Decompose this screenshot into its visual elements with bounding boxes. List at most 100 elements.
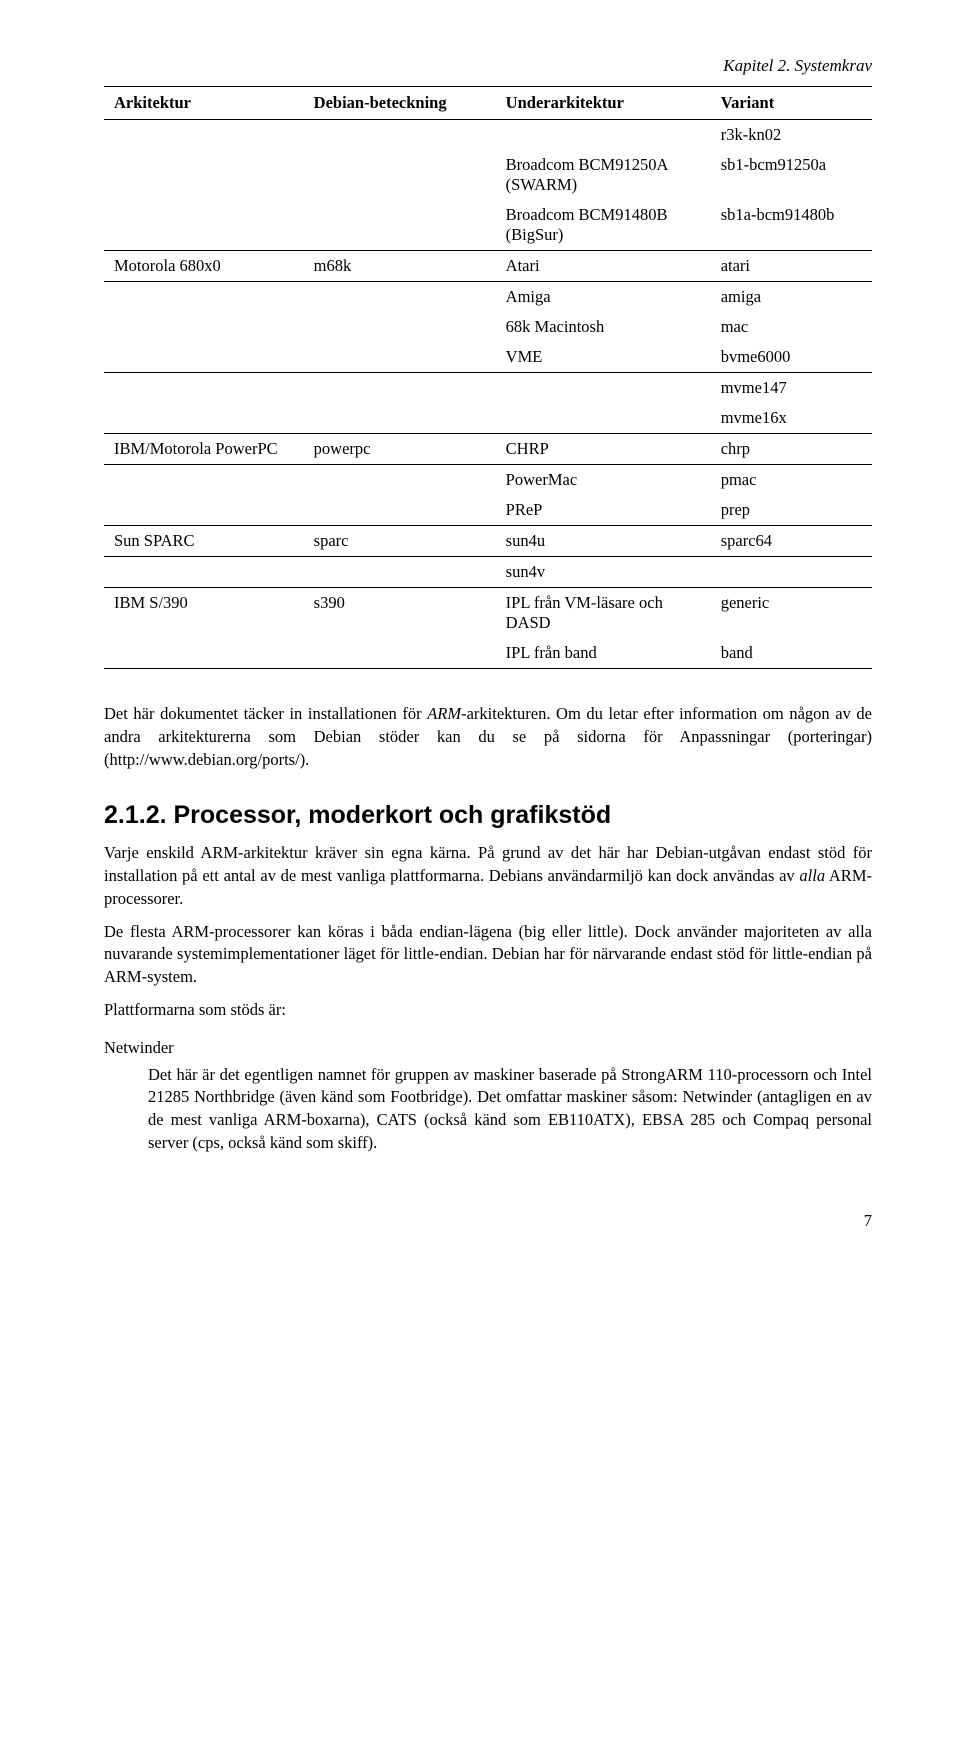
table-cell: mvme16x [711, 403, 872, 434]
table-cell: IBM/Motorola PowerPC [104, 434, 304, 465]
table-row: Broadcom BCM91480B (BigSur)sb1a-bcm91480… [104, 200, 872, 251]
table-cell [711, 557, 872, 588]
table-cell [304, 638, 496, 669]
page-number: 7 [104, 1211, 872, 1231]
table-cell: m68k [304, 251, 496, 282]
table-row: sun4v [104, 557, 872, 588]
col-variant: Variant [711, 87, 872, 120]
table-cell [104, 120, 304, 151]
page: Kapitel 2. Systemkrav Arkitektur Debian-… [0, 0, 960, 1271]
table-cell [304, 282, 496, 313]
col-underark: Underarkitektur [496, 87, 711, 120]
alla-em: alla [799, 866, 825, 885]
table-cell: mvme147 [711, 373, 872, 404]
table-cell: bvme6000 [711, 342, 872, 373]
table-cell: IPL från band [496, 638, 711, 669]
table-cell: amiga [711, 282, 872, 313]
table-cell: sun4v [496, 557, 711, 588]
table-cell: s390 [304, 588, 496, 639]
arm-em: ARM [427, 704, 461, 723]
paragraph: Plattformarna som stöds är: [104, 999, 872, 1022]
table-row: mvme16x [104, 403, 872, 434]
table-cell [304, 120, 496, 151]
table-cell [304, 312, 496, 342]
table-cell: generic [711, 588, 872, 639]
table-cell [304, 403, 496, 434]
table-cell [104, 150, 304, 200]
table-cell [304, 557, 496, 588]
text: Varje enskild ARM-arkitektur kräver sin … [104, 843, 872, 885]
table-row: mvme147 [104, 373, 872, 404]
table-cell [104, 465, 304, 496]
table-cell [304, 150, 496, 200]
table-row: Broadcom BCM91250A (SWARM)sb1-bcm91250a [104, 150, 872, 200]
chapter-header: Kapitel 2. Systemkrav [104, 56, 872, 76]
table-cell [304, 200, 496, 251]
col-debian: Debian-beteckning [304, 87, 496, 120]
table-cell: atari [711, 251, 872, 282]
table-cell [496, 373, 711, 404]
table-cell [304, 373, 496, 404]
paragraph: De flesta ARM-processorer kan köras i bå… [104, 921, 872, 989]
table-cell: r3k-kn02 [711, 120, 872, 151]
table-row: PowerMacpmac [104, 465, 872, 496]
table-row: IBM S/390s390IPL från VM-läsare och DASD… [104, 588, 872, 639]
table-cell [304, 465, 496, 496]
def-netwinder: Det här är det egentligen namnet för gru… [148, 1064, 872, 1155]
table-row: IPL från bandband [104, 638, 872, 669]
table-cell [104, 282, 304, 313]
table-cell [496, 403, 711, 434]
table-row: IBM/Motorola PowerPCpowerpcCHRPchrp [104, 434, 872, 465]
col-arkitektur: Arkitektur [104, 87, 304, 120]
table-cell: Amiga [496, 282, 711, 313]
table-cell: sparc [304, 526, 496, 557]
table-cell: sun4u [496, 526, 711, 557]
table-cell [104, 200, 304, 251]
table-cell: Atari [496, 251, 711, 282]
table-cell [104, 557, 304, 588]
table-row: PRePprep [104, 495, 872, 526]
table-cell [104, 638, 304, 669]
table-cell: Motorola 680x0 [104, 251, 304, 282]
table-row: Motorola 680x0m68kAtariatari [104, 251, 872, 282]
table-cell [104, 403, 304, 434]
table-cell: prep [711, 495, 872, 526]
table-cell [104, 342, 304, 373]
intro-paragraph: Det här dokumentet täcker in installatio… [104, 703, 872, 771]
paragraph: Varje enskild ARM-arkitektur kräver sin … [104, 842, 872, 910]
table-cell [304, 495, 496, 526]
table-cell: sb1-bcm91250a [711, 150, 872, 200]
table-cell: IPL från VM-läsare och DASD [496, 588, 711, 639]
table-cell: CHRP [496, 434, 711, 465]
table-cell: chrp [711, 434, 872, 465]
table-cell: band [711, 638, 872, 669]
table-cell: 68k Macintosh [496, 312, 711, 342]
table-cell [304, 342, 496, 373]
table-row: r3k-kn02 [104, 120, 872, 151]
text: Det här dokumentet täcker in installatio… [104, 704, 427, 723]
table-cell [104, 312, 304, 342]
table-cell [496, 120, 711, 151]
table-cell: Broadcom BCM91480B (BigSur) [496, 200, 711, 251]
table-row: Sun SPARCsparcsun4usparc64 [104, 526, 872, 557]
table-cell: powerpc [304, 434, 496, 465]
table-cell: VME [496, 342, 711, 373]
table-row: 68k Macintoshmac [104, 312, 872, 342]
term-netwinder: Netwinder [104, 1038, 872, 1058]
table-cell: mac [711, 312, 872, 342]
table-cell [104, 495, 304, 526]
table-cell [104, 373, 304, 404]
table-row: Amigaamiga [104, 282, 872, 313]
table-header-row: Arkitektur Debian-beteckning Underarkite… [104, 87, 872, 120]
table-cell: sb1a-bcm91480b [711, 200, 872, 251]
table-cell: IBM S/390 [104, 588, 304, 639]
table-cell: Broadcom BCM91250A (SWARM) [496, 150, 711, 200]
table-cell: Sun SPARC [104, 526, 304, 557]
table-cell: pmac [711, 465, 872, 496]
table-row: VMEbvme6000 [104, 342, 872, 373]
arch-table: Arkitektur Debian-beteckning Underarkite… [104, 86, 872, 669]
section-heading: 2.1.2. Processor, moderkort och grafikst… [104, 801, 872, 830]
table-cell: PowerMac [496, 465, 711, 496]
table-cell: sparc64 [711, 526, 872, 557]
table-cell: PReP [496, 495, 711, 526]
